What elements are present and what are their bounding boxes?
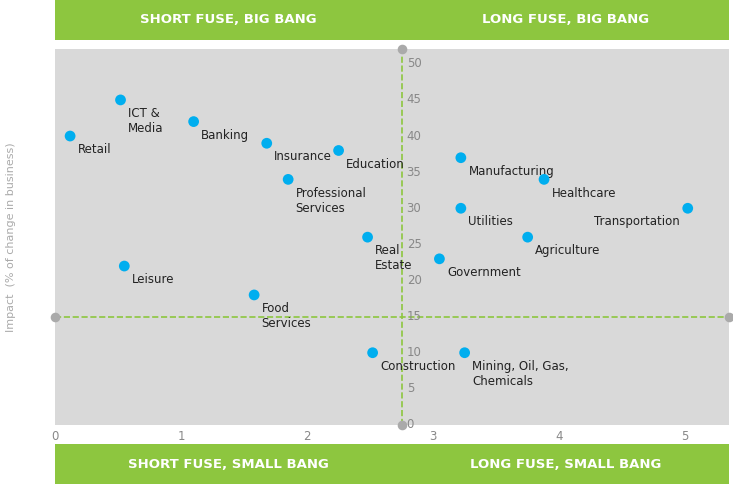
- Point: [366, 349, 378, 357]
- Text: Professional
Services: Professional Services: [295, 187, 366, 214]
- Point: [396, 45, 408, 53]
- Text: Transportation: Transportation: [594, 215, 680, 228]
- Text: 5: 5: [407, 382, 414, 395]
- Text: Education: Education: [346, 158, 405, 171]
- Text: LONG FUSE, SMALL BANG: LONG FUSE, SMALL BANG: [470, 458, 661, 470]
- Text: Utilities: Utilities: [468, 215, 513, 228]
- Point: [114, 96, 126, 104]
- Point: [455, 204, 467, 212]
- Point: [119, 262, 130, 270]
- Text: 10: 10: [407, 346, 421, 359]
- Text: Timing (years): Timing (years): [55, 448, 136, 457]
- Text: SHORT FUSE, SMALL BANG: SHORT FUSE, SMALL BANG: [128, 458, 328, 470]
- Text: Construction: Construction: [380, 360, 455, 373]
- Text: LONG FUSE, BIG BANG: LONG FUSE, BIG BANG: [482, 14, 649, 26]
- Text: SHORT FUSE, BIG BANG: SHORT FUSE, BIG BANG: [140, 14, 317, 26]
- Point: [248, 291, 260, 299]
- Point: [333, 147, 345, 154]
- Text: 25: 25: [407, 238, 421, 251]
- Point: [65, 132, 76, 140]
- Point: [522, 233, 534, 241]
- Point: [361, 233, 373, 241]
- Point: [538, 176, 550, 183]
- Text: ICT &
Media: ICT & Media: [128, 107, 163, 135]
- Text: Government: Government: [447, 266, 520, 279]
- Text: 35: 35: [407, 166, 421, 179]
- Text: Retail: Retail: [78, 143, 111, 156]
- Text: 20: 20: [407, 274, 421, 287]
- Text: 45: 45: [407, 93, 421, 106]
- Text: Real
Estate: Real Estate: [375, 244, 413, 272]
- Text: 30: 30: [407, 202, 421, 215]
- Text: Mining, Oil, Gas,
Chemicals: Mining, Oil, Gas, Chemicals: [472, 360, 569, 388]
- Point: [459, 349, 471, 357]
- Text: 50: 50: [407, 57, 421, 70]
- Text: Manufacturing: Manufacturing: [468, 165, 554, 178]
- Point: [282, 176, 294, 183]
- Point: [396, 421, 408, 429]
- Text: Insurance: Insurance: [274, 151, 332, 164]
- Text: Banking: Banking: [201, 129, 249, 142]
- Point: [261, 139, 273, 147]
- Point: [682, 204, 693, 212]
- Text: 15: 15: [407, 310, 421, 323]
- Text: 0: 0: [407, 419, 414, 431]
- Point: [455, 154, 467, 162]
- Point: [188, 118, 199, 125]
- Text: Impact  (% of change in business): Impact (% of change in business): [6, 142, 16, 332]
- Text: Food
Services: Food Services: [262, 302, 312, 330]
- Point: [723, 313, 733, 320]
- Point: [433, 255, 445, 263]
- Text: Healthcare: Healthcare: [552, 187, 616, 199]
- Text: Agriculture: Agriculture: [535, 244, 600, 257]
- Point: [49, 313, 61, 320]
- Text: Leisure: Leisure: [132, 273, 174, 286]
- Text: 40: 40: [407, 130, 421, 143]
